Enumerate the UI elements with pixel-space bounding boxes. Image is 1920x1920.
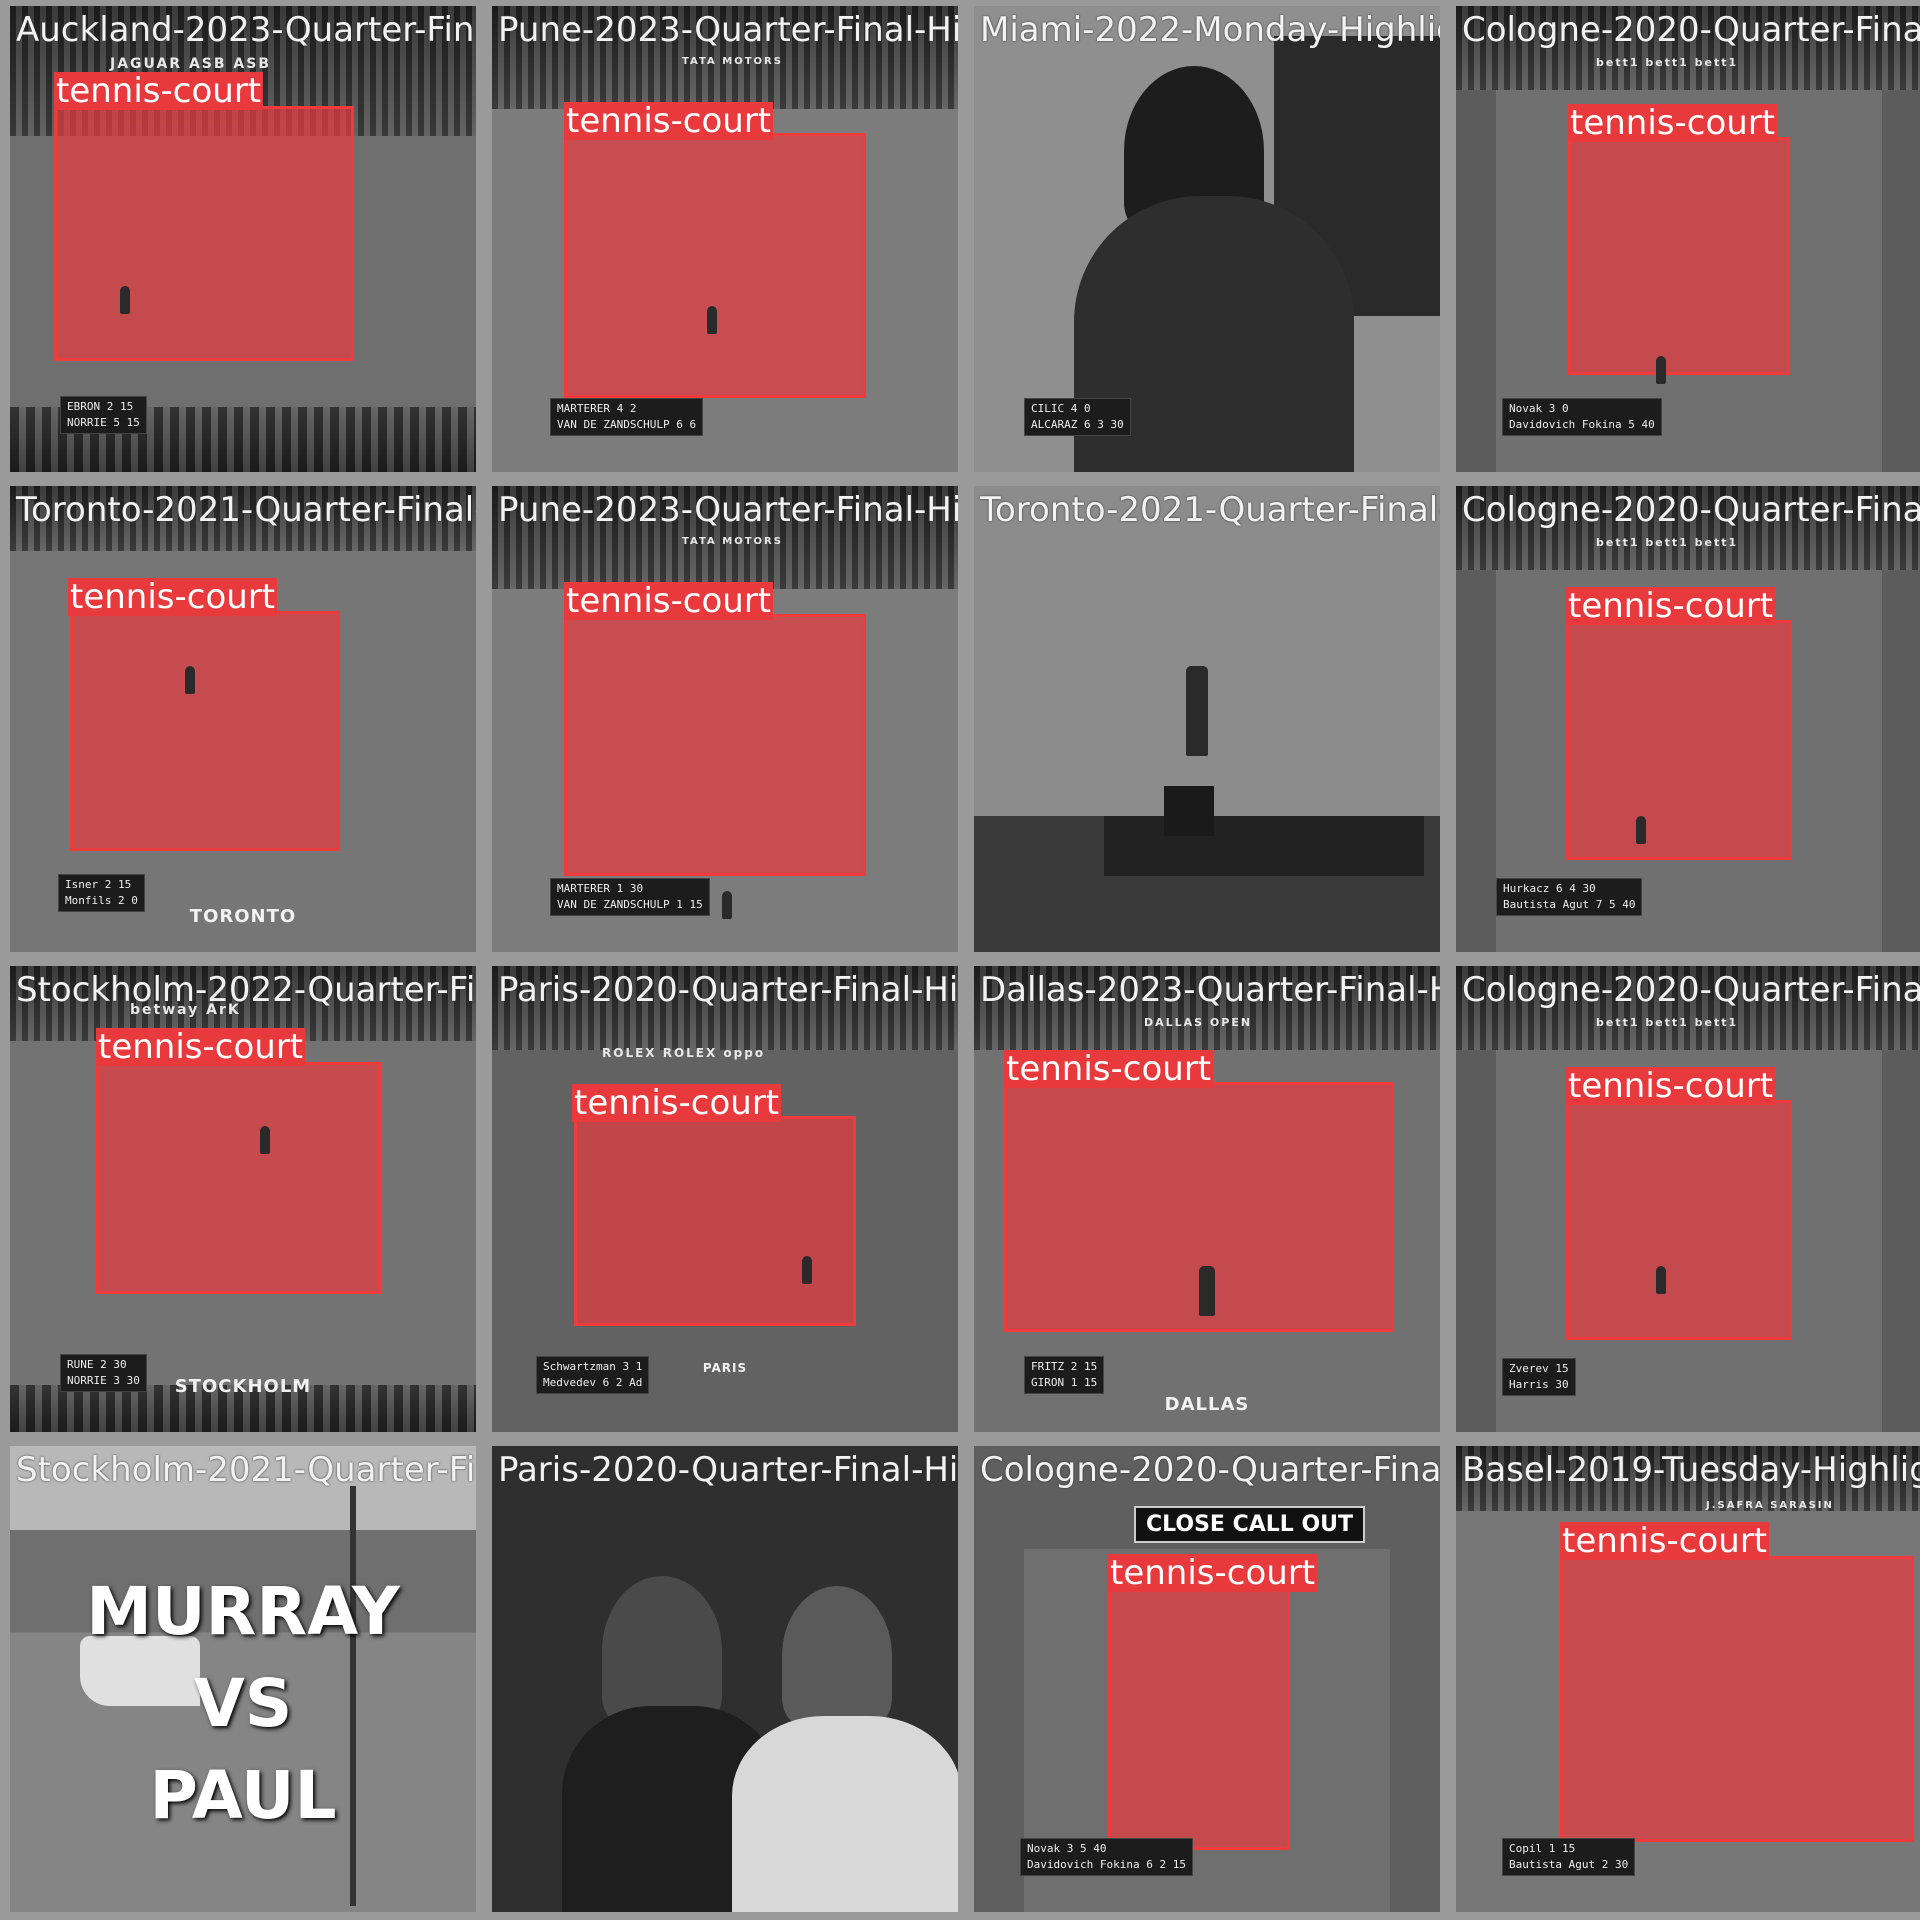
scoreboard: FRITZ 2 15 GIRON 1 15 — [1024, 1356, 1105, 1394]
cell-5: tennis-court Isner 2 15 Monfils 2 0 TORON… — [10, 486, 476, 952]
scoreboard: Novak 3 5 40 Davidovich Fokina 6 2 15 — [1020, 1838, 1193, 1876]
spectator — [782, 1586, 892, 1726]
scoreboard: RUNE 2 30 NORRIE 3 30 — [60, 1354, 147, 1392]
scoreboard: MARTERER 4 2 VAN DE ZANDSCHULP 6 6 — [550, 398, 704, 436]
image-title: Toronto-2021-Quarter-Final-Highlights — [16, 490, 476, 530]
cell-2: TATA MOTORS tennis-court MARTERER 4 2 VAN… — [492, 6, 958, 472]
tennis-court-mask — [564, 133, 866, 398]
city-watermark: PARIS — [702, 1361, 748, 1375]
tennis-court-mask — [96, 1062, 381, 1294]
image-title: Basel-2019-Tuesday-Highlights — [1462, 1450, 1920, 1490]
cell-9: betway ArK tennis-court RUNE 2 30 NORRIE … — [10, 966, 476, 1432]
tennis-court-label: tennis-court — [1108, 1553, 1318, 1593]
scoreboard: Novak 3 0 Davidovich Fokina 5 40 — [1502, 398, 1662, 436]
cell-13: MURRAY VS PAUL Stockholm-2021-Quarter-Fi… — [10, 1446, 476, 1912]
player — [1186, 666, 1208, 756]
tennis-court-mask — [1560, 1556, 1914, 1842]
image-title: Dallas-2023-Quarter-Final-Highlights — [980, 970, 1440, 1010]
image-title: Cologne-2020-Quarter-Final — [1462, 10, 1920, 50]
image-title: Auckland-2023-Quarter-Final-Highlights — [16, 10, 476, 50]
tennis-court-label: tennis-court — [1566, 1066, 1776, 1106]
arena-banner: ROLEX ROLEX oppo — [602, 1046, 766, 1060]
cell-4: bett1 bett1 bett1 tennis-court Novak 3 0… — [1456, 6, 1920, 472]
tennis-court-label: tennis-court — [54, 71, 264, 111]
scoreboard: Hurkacz 6 4 30 Bautista Agut 7 5 40 — [1496, 878, 1643, 916]
arena-banner: betway ArK — [130, 1002, 241, 1018]
tennis-court-label: tennis-court — [1560, 1521, 1770, 1561]
player — [1656, 356, 1666, 384]
image-title: Cologne-2020-Quarter-Final — [1462, 490, 1920, 530]
image-title: Stockholm-2022-Quarter-Final-Highlights — [16, 970, 476, 1010]
player — [1656, 1266, 1666, 1294]
cell-14: Paris-2020-Quarter-Final-Highlights — [492, 1446, 958, 1912]
promo-title: MURRAY VS PAUL — [86, 1573, 400, 1834]
cell-16: J.SAFRA SARASIN tennis-court Copil 1 15 B… — [1456, 1446, 1920, 1912]
scoreboard: MARTERER 1 30 VAN DE ZANDSCHULP 1 15 — [550, 878, 710, 916]
tennis-court-mask — [1566, 620, 1792, 860]
player — [722, 891, 732, 919]
cell-15: CLOSE CALL OUT tennis-court Novak 3 5 40… — [974, 1446, 1440, 1912]
tennis-court-mask — [54, 106, 354, 361]
scoreboard: CILIC 4 0 ALCARAZ 6 3 30 — [1024, 398, 1131, 436]
arena-banner: J.SAFRA SARASIN — [1706, 1500, 1834, 1511]
player — [707, 306, 717, 334]
player — [185, 666, 195, 694]
arena-banner: bett1 bett1 bett1 — [1596, 536, 1739, 549]
image-title: Cologne-2020-Quarter-Final-Highlights — [980, 1450, 1440, 1490]
scoreboard: EBRON 2 15 NORRIE 5 15 — [60, 396, 147, 434]
close-call-banner: CLOSE CALL OUT — [1134, 1506, 1366, 1543]
tennis-court-label: tennis-court — [564, 581, 774, 621]
tennis-court-label: tennis-court — [96, 1027, 306, 1067]
image-title: Pune-2023-Quarter-Final-Highlights — [498, 10, 958, 50]
image-title: Stockholm-2021-Quarter-Final-Highlights — [16, 1450, 476, 1490]
cell-7: Toronto-2021-Quarter-Final-Highlights — [974, 486, 1440, 952]
image-title: Toronto-2021-Quarter-Final-Highlights — [980, 490, 1440, 530]
scoreboard: Copil 1 15 Bautista Agut 2 30 — [1502, 1838, 1636, 1876]
city-watermark: STOCKHOLM — [174, 1376, 312, 1397]
tennis-court-mask — [1108, 1588, 1290, 1850]
tennis-court-mask — [574, 1116, 856, 1326]
player — [1636, 816, 1646, 844]
scoreboard: Schwartzman 3 1 Medvedev 6 2 Ad — [536, 1356, 650, 1394]
image-title: Cologne-2020-Quarter-Final — [1462, 970, 1920, 1010]
tennis-court-mask — [1568, 137, 1790, 375]
cell-8: bett1 bett1 bett1 tennis-court Hurkacz 6… — [1456, 486, 1920, 952]
cell-11: DALLAS OPEN tennis-court FRITZ 2 15 GIRON… — [974, 966, 1440, 1432]
tennis-court-label: tennis-court — [1568, 103, 1778, 143]
tennis-court-label: tennis-court — [1004, 1049, 1214, 1089]
tennis-court-label: tennis-court — [564, 101, 774, 141]
cell-3: CILIC 4 0 ALCARAZ 6 3 30 Miami-2022-Monda… — [974, 6, 1440, 472]
cell-12: bett1 bett1 bett1 tennis-court Zverev 15… — [1456, 966, 1920, 1432]
cell-6: TATA MOTORS tennis-court MARTERER 1 30 VA… — [492, 486, 958, 952]
player — [1199, 1266, 1215, 1316]
arena-banner: TATA MOTORS — [682, 536, 783, 547]
tennis-court-label: tennis-court — [572, 1083, 782, 1123]
image-title: Miami-2022-Monday-Highlights — [980, 10, 1440, 50]
tennis-court-label: tennis-court — [68, 577, 278, 617]
cell-1: JAGUAR ASB ASB tennis-court EBRON 2 15 NO… — [10, 6, 476, 472]
image-title: Paris-2020-Quarter-Final-Highlights — [498, 1450, 958, 1490]
scoreboard: Isner 2 15 Monfils 2 0 — [58, 874, 145, 912]
player — [260, 1126, 270, 1154]
arena-banner: DALLAS OPEN — [1144, 1016, 1253, 1029]
scoreboard: Zverev 15 Harris 30 — [1502, 1358, 1576, 1396]
tennis-court-mask — [564, 614, 866, 876]
arena-banner: JAGUAR ASB ASB — [110, 56, 272, 72]
city-watermark: DALLAS — [1164, 1394, 1250, 1415]
tennis-court-mask — [70, 611, 340, 851]
player — [802, 1256, 812, 1284]
image-title: Pune-2023-Quarter-Final-Highlights — [498, 490, 958, 530]
arena-banner: TATA MOTORS — [682, 56, 783, 67]
tennis-court-mask — [1566, 1100, 1792, 1340]
image-title: Paris-2020-Quarter-Final-Highlights — [498, 970, 958, 1010]
spectator — [602, 1576, 722, 1726]
city-watermark: TORONTO — [189, 906, 297, 927]
arena-banner: bett1 bett1 bett1 — [1596, 56, 1739, 69]
player — [120, 286, 130, 314]
tennis-court-label: tennis-court — [1566, 586, 1776, 626]
cell-10: ROLEX ROLEX oppo tennis-court Schwartzma… — [492, 966, 958, 1432]
arena-banner: bett1 bett1 bett1 — [1596, 1016, 1739, 1029]
